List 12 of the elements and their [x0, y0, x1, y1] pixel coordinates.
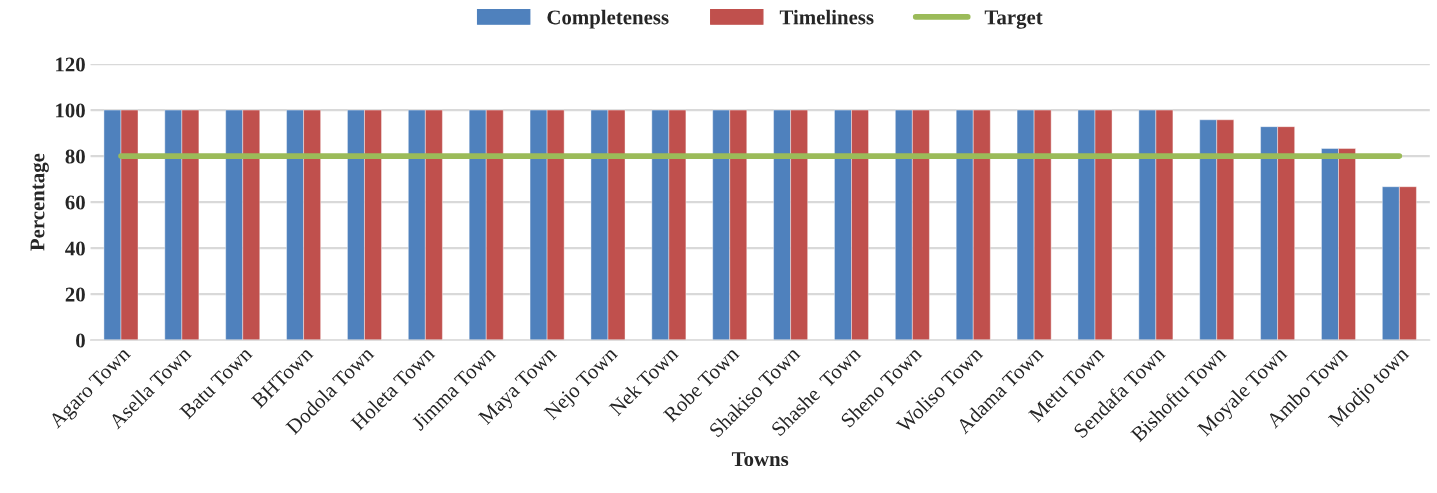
y-tick-label: 40 — [65, 241, 85, 256]
y-tick-label: 100 — [56, 103, 85, 118]
x-axis-title: Towns — [731, 452, 789, 467]
y-axis-title: Percentage — [30, 153, 49, 251]
legend-label: Timeliness — [779, 9, 874, 25]
y-tick-label: 120 — [56, 57, 85, 72]
y-tick-label: 20 — [65, 287, 85, 302]
legend-label: Completeness — [547, 9, 669, 29]
y-tick-label: 0 — [76, 333, 85, 348]
y-tick-label: 80 — [65, 149, 85, 164]
y-tick-label: 60 — [65, 195, 85, 210]
legend-label: Target — [984, 10, 1043, 29]
